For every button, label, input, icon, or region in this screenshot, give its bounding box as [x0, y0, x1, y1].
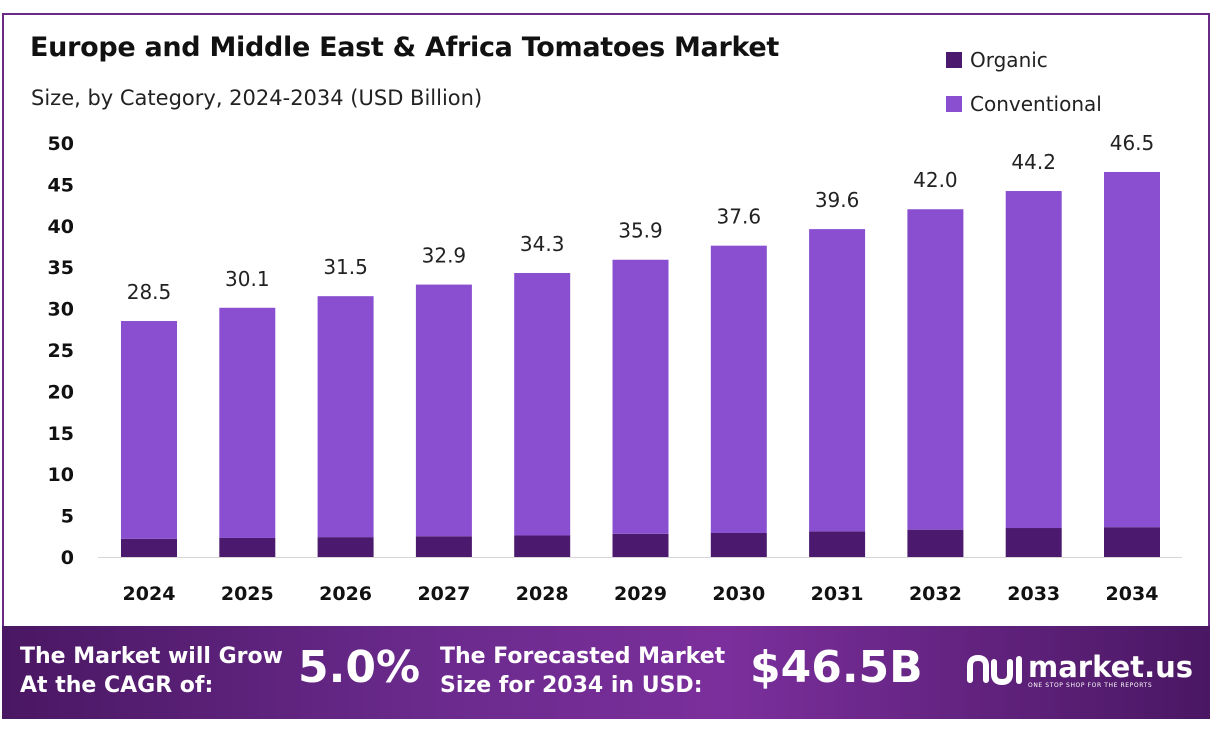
bar-total-label: 28.5 [127, 280, 172, 304]
bar-total-label: 46.5 [1110, 131, 1155, 155]
legend-label-conventional: Conventional [970, 92, 1102, 116]
x-tick-label: 2026 [319, 583, 372, 605]
bar-conventional [317, 296, 374, 538]
x-tick-label: 2027 [417, 583, 470, 605]
legend-swatch-conventional [946, 96, 962, 112]
y-tick-label: 30 [48, 299, 74, 321]
bar-conventional [612, 259, 669, 534]
bar-chart: 0510152025303540455028.5202430.1202531.5… [48, 131, 1182, 605]
y-tick-label: 40 [48, 216, 74, 238]
y-tick-label: 10 [48, 464, 74, 486]
y-tick-label: 45 [48, 174, 74, 196]
legend: Organic Conventional [946, 38, 1102, 126]
bar-conventional [907, 209, 964, 530]
cagr-label-line1: The Market will Grow [20, 644, 283, 669]
legend-swatch-organic [946, 52, 962, 68]
cagr-label: The Market will Grow At the CAGR of: [20, 642, 283, 700]
bar-total-label: 34.3 [520, 232, 565, 256]
forecast-value: $46.5B [750, 642, 923, 693]
summary-banner: The Market will Grow At the CAGR of: 5.0… [2, 626, 1210, 719]
cagr-label-line2: At the CAGR of: [20, 673, 214, 698]
bar-total-label: 42.0 [913, 168, 958, 192]
x-tick-label: 2031 [811, 583, 864, 605]
forecast-label: The Forecasted Market Size for 2034 in U… [440, 642, 725, 700]
x-tick-label: 2030 [712, 583, 765, 605]
bar-total-label: 32.9 [422, 244, 467, 268]
bar-organic [612, 533, 669, 557]
x-tick-label: 2028 [516, 583, 569, 605]
brand-words: market.us ONE STOP SHOP FOR THE REPORTS [1028, 652, 1193, 689]
forecast-label-line1: The Forecasted Market [440, 644, 726, 669]
chart-title: Europe and Middle East & Africa Tomatoes… [30, 32, 780, 63]
bar-conventional [1005, 191, 1062, 529]
bar-conventional [710, 245, 767, 533]
bar-organic [1104, 527, 1160, 557]
y-tick-label: 20 [48, 381, 74, 403]
x-tick-label: 2025 [221, 583, 274, 605]
bar-conventional [514, 272, 571, 536]
bar-organic [317, 537, 374, 557]
bar-organic [907, 529, 964, 557]
bar-organic [809, 531, 866, 557]
bar-organic [710, 532, 767, 557]
bar-conventional [809, 229, 866, 532]
bar-conventional [1104, 171, 1160, 528]
bar-total-label: 44.2 [1011, 150, 1056, 174]
bar-organic [219, 537, 276, 557]
x-tick-label: 2034 [1106, 583, 1159, 605]
market-us-logo-icon [967, 654, 1022, 686]
y-tick-label: 50 [48, 133, 74, 155]
bar-organic [1005, 528, 1062, 557]
bar-total-label: 37.6 [717, 205, 762, 229]
cagr-value: 5.0% [298, 642, 421, 693]
bar-total-label: 35.9 [618, 219, 663, 243]
bar-total-label: 31.5 [323, 255, 368, 279]
bar-organic [514, 535, 571, 557]
legend-label-organic: Organic [970, 48, 1048, 72]
bar-total-label: 39.6 [815, 188, 860, 212]
bar-organic [121, 538, 177, 557]
x-tick-label: 2024 [123, 583, 176, 605]
y-tick-label: 5 [61, 506, 74, 528]
chart-subtitle: Size, by Category, 2024-2034 (USD Billio… [31, 86, 483, 110]
y-tick-label: 15 [48, 423, 74, 445]
brand-logo: market.us ONE STOP SHOP FOR THE REPORTS [964, 650, 1193, 690]
bar-organic [415, 536, 472, 557]
x-tick-label: 2029 [614, 583, 667, 605]
y-tick-label: 0 [61, 547, 74, 569]
bar-conventional [415, 284, 472, 537]
legend-item-conventional: Conventional [946, 82, 1102, 126]
brand-name: market.us [1028, 649, 1194, 684]
legend-item-organic: Organic [946, 38, 1102, 82]
forecast-label-line2: Size for 2034 in USD: [440, 673, 703, 698]
bar-conventional [219, 307, 276, 538]
bar-conventional [121, 321, 177, 539]
bar-total-label: 30.1 [225, 267, 270, 291]
brand-tagline: ONE STOP SHOP FOR THE REPORTS [1028, 681, 1153, 689]
y-tick-label: 35 [48, 257, 74, 279]
y-tick-label: 25 [48, 340, 74, 362]
x-tick-label: 2032 [909, 583, 962, 605]
x-tick-label: 2033 [1007, 583, 1060, 605]
